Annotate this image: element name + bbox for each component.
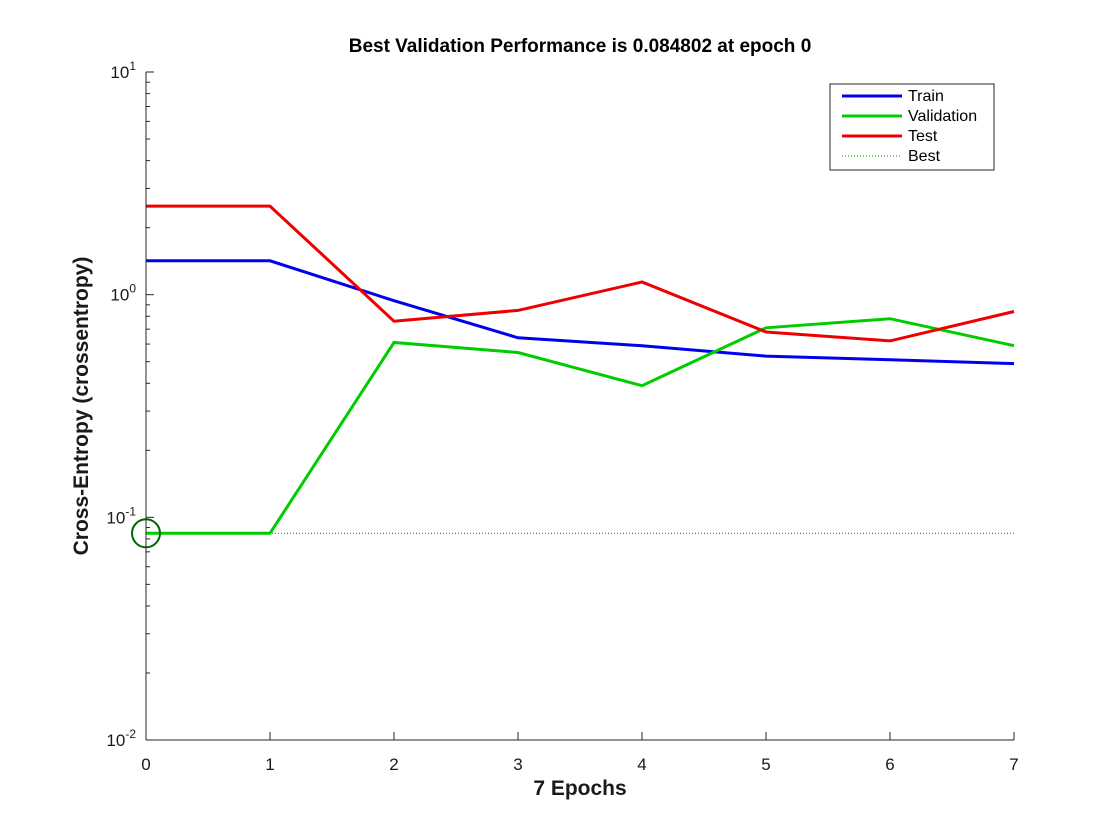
ticks: 0 1 2 3 4 5 6 7 10-2 10-1 100 101	[106, 59, 1018, 774]
data-point-validation-2	[393, 341, 396, 344]
data-point-test-3	[517, 309, 520, 312]
data-point-train-1	[269, 259, 272, 262]
x-tick-label: 0	[141, 755, 150, 774]
series-line-test	[146, 204, 1015, 343]
x-tick-label: 3	[513, 755, 522, 774]
data-point-validation-5	[765, 326, 768, 329]
legend-entry-validation: Validation	[908, 108, 977, 125]
data-point-test-7	[1013, 310, 1016, 313]
data-point-validation-6	[889, 317, 892, 320]
data-point-test-6	[889, 339, 892, 342]
data-point-train-6	[889, 358, 892, 361]
plot-area	[146, 72, 1014, 740]
series-line-train	[146, 259, 1015, 366]
x-tick-label: 4	[637, 755, 646, 774]
y-axis-label: Cross-Entropy (crossentropy)	[70, 257, 93, 556]
data-point-train-4	[641, 344, 644, 347]
data-point-validation-3	[517, 351, 520, 354]
x-tick-label: 2	[389, 755, 398, 774]
series-line-validation	[146, 317, 1015, 535]
y-tick-label: 101	[110, 59, 136, 82]
legend-entry-train: Train	[908, 88, 944, 105]
data-point-validation-1	[269, 532, 272, 535]
data-point-train-5	[765, 355, 768, 358]
legend-entry-test: Test	[908, 128, 938, 145]
data-point-train-7	[1013, 362, 1016, 365]
y-tick-label: 100	[110, 282, 136, 305]
data-point-validation-7	[1013, 344, 1016, 347]
x-tick-label: 5	[761, 755, 770, 774]
data-point-test-2	[393, 320, 396, 323]
x-axis-label: 7 Epochs	[533, 777, 626, 800]
x-tick-label: 6	[885, 755, 894, 774]
legend-entry-best: Best	[908, 148, 941, 165]
axes	[145, 72, 1014, 741]
data-point-validation-4	[641, 384, 644, 387]
data-point-test-4	[641, 280, 644, 283]
data-point-train-2	[393, 299, 396, 302]
x-tick-label: 1	[265, 755, 274, 774]
data-point-test-5	[765, 330, 768, 333]
y-tick-label: 10-2	[106, 727, 136, 750]
legend: Train Validation Test Best	[829, 83, 995, 171]
y-tick-label: 10-1	[106, 504, 136, 527]
chart-title: Best Validation Performance is 0.084802 …	[349, 36, 812, 57]
data-point-train-3	[517, 336, 520, 339]
x-tick-label: 7	[1009, 755, 1018, 774]
data-point-test-1	[269, 205, 272, 208]
